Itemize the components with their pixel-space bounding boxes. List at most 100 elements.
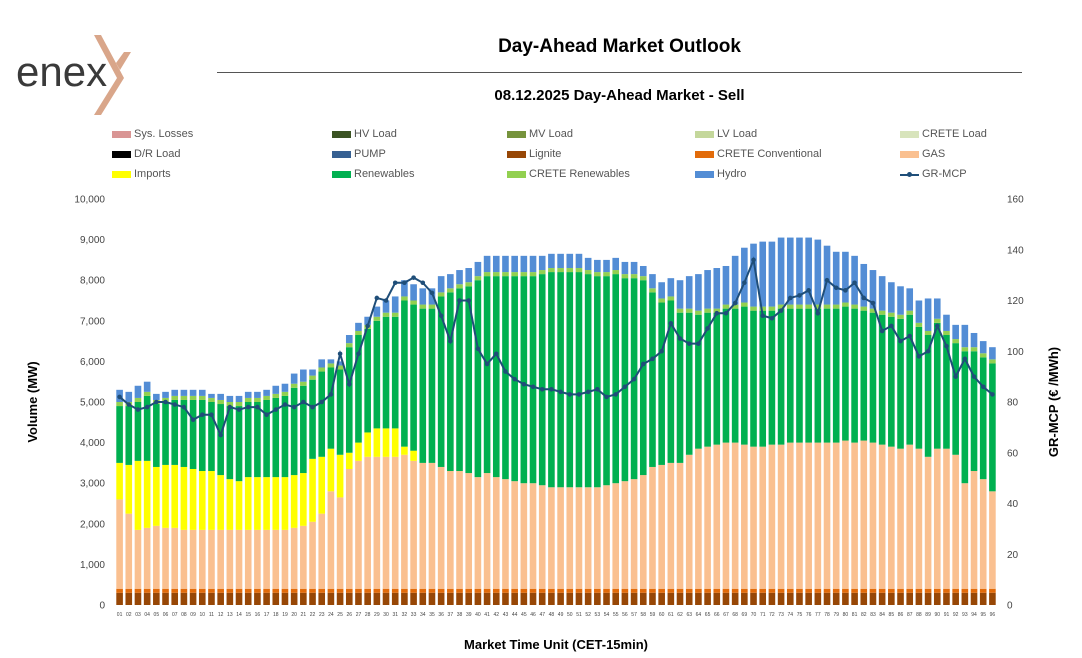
bar-crete-renewables [428,304,436,309]
bar-crete-conventional [823,588,831,593]
bar-crete-conventional [456,588,463,593]
x-tick-label: 58 [640,612,646,618]
bar-gas [860,440,868,589]
bar-crete-renewables [153,399,160,405]
bar-renewables [989,363,996,492]
bar-crete-renewables [217,399,224,405]
bar-hydro [961,324,969,348]
bar-hydro [695,274,702,311]
bar-hydro [382,300,390,313]
bar-crete-conventional [134,588,142,593]
legend-item-crete-renewables: CRETE Renewables [507,168,630,180]
bar-crete-renewables [970,347,978,352]
bar-crete-renewables [741,302,748,307]
bar-gas [529,483,537,589]
bar-lignite [639,592,647,605]
bar-hydro [851,255,858,305]
bar-lignite [290,592,298,605]
bar-imports [171,464,179,528]
bar-lignite [318,592,326,605]
legend-item-renewables: Renewables [332,168,415,180]
bar-renewables [153,404,160,467]
legend-label: Lignite [529,148,562,160]
bar-crete-conventional [217,588,224,593]
bar-renewables [217,404,224,476]
y-tick-label: 9,000 [80,235,105,246]
y-tick-label: 8,000 [80,276,105,287]
x-tick-label: 78 [824,612,830,618]
bar-crete-renewables [511,272,518,277]
bar-hydro [511,255,518,273]
bar-gas [869,442,877,589]
bar-gas [630,479,638,589]
y2-tick-label: 60 [1007,448,1019,459]
bar-crete-renewables [667,296,675,301]
point-gr-mcp [475,346,481,352]
bar-lignite [226,592,234,605]
bar-gas [171,527,179,589]
bar-hydro [345,335,353,344]
legend-swatch [332,170,351,178]
bar-lignite [906,592,914,605]
point-gr-mcp [659,348,664,354]
x-tick-label: 64 [696,612,702,618]
bar-gas [401,454,408,589]
x-tick-label: 36 [438,612,444,618]
bar-lignite [520,592,528,605]
bar-lignite [741,592,748,605]
bar-gas [906,444,914,589]
enex-logo: enex [16,35,131,115]
bar-imports [281,477,289,530]
bar-crete-conventional [639,588,647,593]
legend-label: Imports [134,168,171,180]
bar-hydro [272,385,280,394]
bar-crete-conventional [198,588,206,593]
bar-gas [667,462,675,589]
x-tick-label: 87 [907,612,913,618]
bar-hydro [336,361,344,366]
bar-gas [566,487,574,589]
bar-hydro [676,280,684,309]
x-tick-label: 27 [356,612,362,618]
x-tick-label: 39 [466,612,472,618]
point-gr-mcp [383,298,389,303]
bar-crete-renewables [860,306,868,311]
bar-gas [575,487,583,589]
bar-renewables [814,308,822,443]
x-tick-label: 23 [319,612,325,618]
bar-crete-renewables [171,395,179,400]
bar-crete-conventional [768,588,776,593]
bar-renewables [465,286,473,474]
bar-hydro [933,298,941,319]
bar-gas [685,454,693,589]
bar-imports [208,471,215,530]
point-gr-mcp [705,326,710,331]
bar-renewables [483,276,491,474]
bar-lignite [915,592,923,605]
bar-crete-renewables [189,395,197,400]
y2-axis-title: GR-MCP (€ /MWh) [1046,347,1061,457]
point-gr-mcp [558,389,563,395]
bar-hydro [548,253,555,269]
bar-gas [217,529,224,589]
bar-lignite [492,592,500,605]
point-gr-mcp [640,361,646,367]
x-tick-label: 07 [172,612,178,618]
bar-renewables [621,278,629,482]
legend-item-lignite: Lignite [507,148,561,160]
point-gr-mcp [549,387,554,392]
bar-gas [759,446,767,589]
x-tick-label: 48 [549,612,555,618]
point-gr-mcp [438,313,444,319]
bar-crete-conventional [281,588,289,593]
point-gr-mcp [815,310,821,316]
bar-hydro [786,237,794,305]
bar-crete-renewables [281,391,289,396]
bar-crete-conventional [924,588,932,593]
bar-renewables [272,397,280,478]
bar-gas [474,477,482,589]
bar-lignite [768,592,776,605]
bar-hydro [456,270,463,285]
y2-tick-label: 0 [1007,601,1013,612]
x-tick-label: 38 [457,612,463,618]
